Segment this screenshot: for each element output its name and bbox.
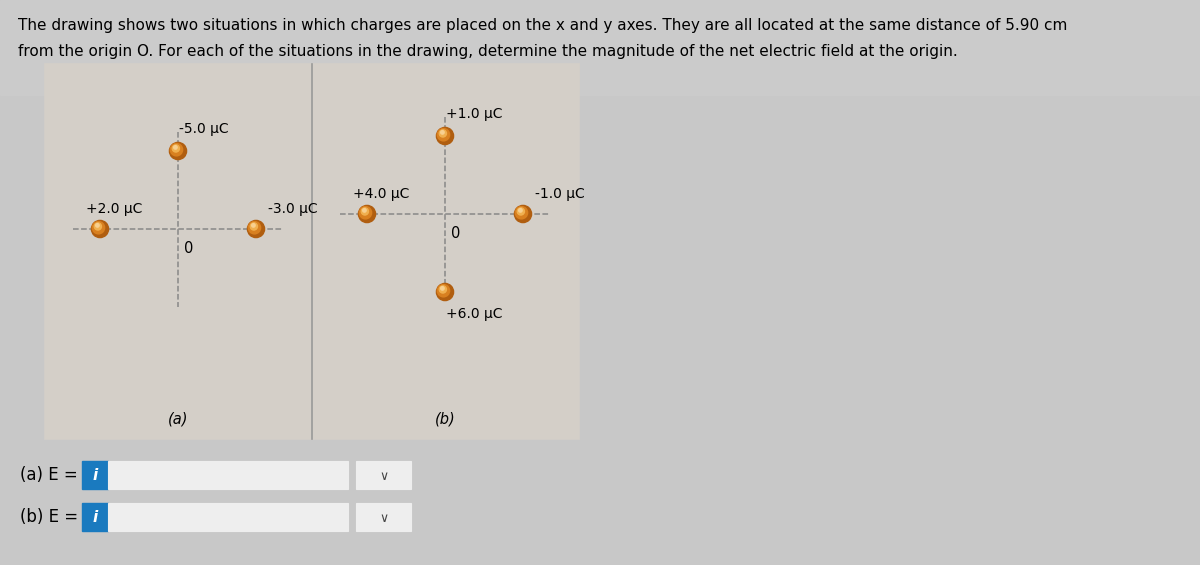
Bar: [0, 0, 1200, 95]
Circle shape: [359, 207, 372, 219]
Circle shape: [251, 223, 258, 230]
Circle shape: [437, 285, 450, 297]
Text: -1.0 μC: -1.0 μC: [534, 188, 584, 201]
Circle shape: [437, 128, 450, 141]
Circle shape: [96, 224, 100, 227]
Circle shape: [170, 144, 182, 156]
Circle shape: [517, 208, 524, 215]
Text: ∨: ∨: [379, 470, 388, 483]
Text: from the origin O. For each of the situations in the drawing, determine the magn: from the origin O. For each of the situa…: [18, 44, 958, 59]
Bar: [82, 461, 108, 489]
Circle shape: [361, 208, 368, 215]
Circle shape: [169, 142, 186, 159]
Text: i: i: [92, 467, 97, 483]
Circle shape: [248, 221, 260, 234]
Circle shape: [437, 284, 454, 301]
Circle shape: [95, 223, 102, 230]
Text: i: i: [92, 510, 97, 524]
Text: -5.0 μC: -5.0 μC: [179, 123, 228, 136]
Bar: [46, 64, 580, 439]
Circle shape: [173, 145, 180, 152]
Circle shape: [440, 286, 444, 290]
Circle shape: [247, 220, 264, 237]
Text: 0: 0: [451, 226, 461, 241]
Text: (b) E =: (b) E =: [20, 508, 78, 526]
Circle shape: [362, 208, 366, 212]
Text: (a) E =: (a) E =: [20, 466, 78, 484]
Circle shape: [91, 220, 108, 237]
Circle shape: [515, 207, 528, 219]
Text: +1.0 μC: +1.0 μC: [446, 107, 503, 121]
Circle shape: [437, 128, 454, 145]
Circle shape: [439, 130, 446, 137]
Text: ∨: ∨: [379, 511, 388, 524]
Text: +6.0 μC: +6.0 μC: [446, 307, 503, 320]
Text: -3.0 μC: -3.0 μC: [268, 202, 317, 216]
Circle shape: [518, 208, 522, 212]
Circle shape: [439, 286, 446, 293]
Text: The drawing shows two situations in which charges are placed on the x and y axes: The drawing shows two situations in whic…: [18, 18, 1067, 33]
Circle shape: [359, 206, 376, 223]
Bar: [356, 461, 410, 489]
Circle shape: [252, 224, 256, 227]
Text: +4.0 μC: +4.0 μC: [354, 188, 409, 201]
Bar: [82, 503, 108, 531]
Circle shape: [174, 146, 178, 149]
Text: +2.0 μC: +2.0 μC: [86, 202, 143, 216]
Circle shape: [515, 206, 532, 223]
Circle shape: [92, 221, 104, 234]
Circle shape: [440, 131, 444, 134]
Bar: [356, 503, 410, 531]
Text: (b): (b): [434, 412, 455, 427]
Bar: [108, 503, 348, 531]
Bar: [108, 461, 348, 489]
Text: (a): (a): [168, 412, 188, 427]
Text: 0: 0: [184, 241, 193, 256]
